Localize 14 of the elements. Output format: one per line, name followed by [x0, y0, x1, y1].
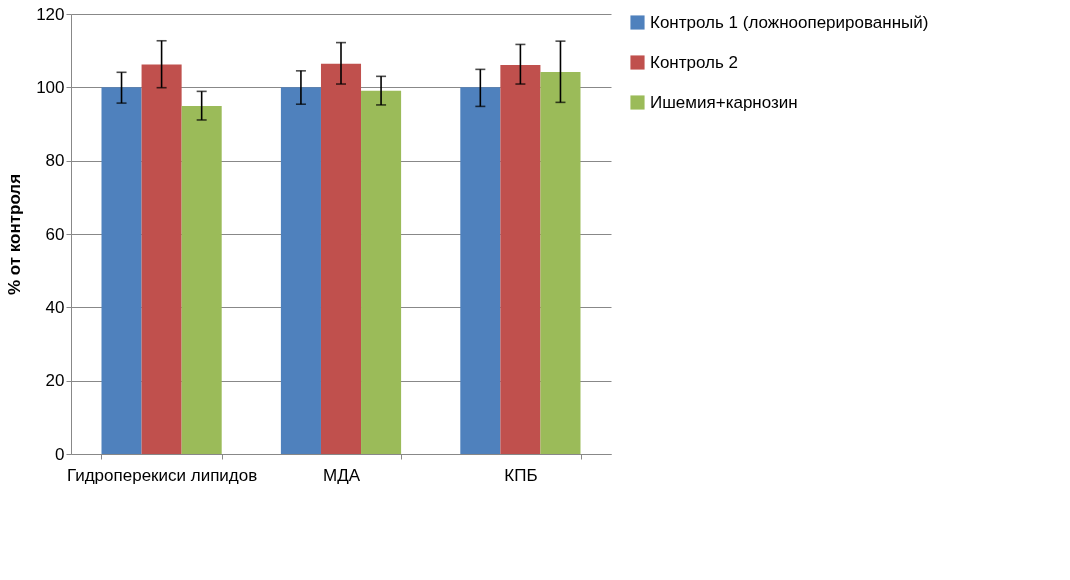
y-tick-label: 0 [55, 444, 65, 464]
x-tick-label: Гидроперекиси липидов [66, 465, 258, 485]
x-tick-label: МДА [322, 465, 361, 485]
legend-label: Контроль 1 (ложнооперированный) [650, 12, 929, 32]
y-tick-label: 100 [36, 77, 65, 97]
y-tick-label: 20 [45, 371, 65, 391]
y-tick-label: 40 [45, 297, 65, 317]
x-tick-label: КПБ [504, 465, 538, 485]
y-axis-title: % от контроля [5, 173, 25, 296]
legend-label: Контроль 2 [650, 52, 739, 72]
y-tick-label: 80 [45, 151, 65, 171]
y-tick-label: 60 [45, 224, 65, 244]
y-tick-label: 120 [36, 4, 65, 24]
legend-label: Ишемия+карнозин [650, 92, 798, 112]
